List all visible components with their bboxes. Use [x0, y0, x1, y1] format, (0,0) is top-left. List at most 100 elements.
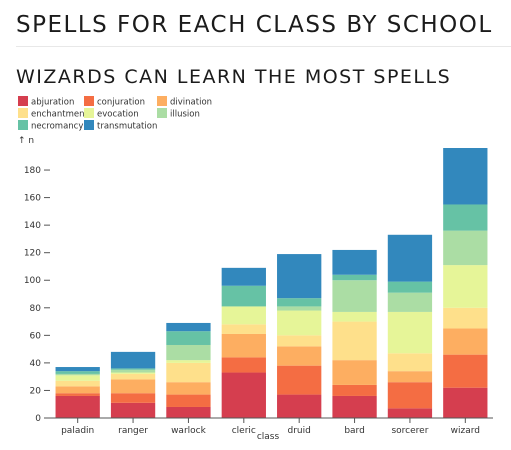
heading-divider: [16, 46, 511, 47]
legend-label-divination: divination: [170, 98, 212, 108]
bar-segment-paladin-conjuration: [55, 393, 100, 396]
legend-label-conjuration: conjuration: [97, 98, 145, 108]
y-tick-label: 140: [24, 221, 41, 231]
bar-segment-wizard-evocation: [443, 265, 488, 308]
bar-segment-sorcerer-divination: [387, 371, 433, 383]
bar-segment-bard-necromancy: [332, 274, 377, 281]
x-tick-label: paladin: [61, 426, 94, 436]
bar-segment-druid-abjuration: [277, 394, 322, 418]
bar-segment-druid-evocation: [277, 310, 322, 336]
x-tick-label: wizard: [451, 426, 480, 436]
y-axis-label: ↑ n: [18, 136, 34, 146]
bar-segment-sorcerer-conjuration: [387, 382, 433, 409]
bar-segment-warlock-conjuration: [166, 394, 211, 407]
bar-segment-wizard-abjuration: [443, 387, 488, 418]
x-tick-label: cleric: [232, 426, 256, 436]
legend-label-abjuration: abjuration: [31, 98, 74, 108]
bar-segment-ranger-conjuration: [110, 393, 156, 403]
bar-segment-sorcerer-transmutation: [387, 234, 433, 282]
bar-segment-warlock-necromancy: [166, 331, 211, 345]
bar-segment-sorcerer-enchantment: [387, 353, 433, 372]
y-tick-label: 0: [35, 414, 41, 424]
legend-swatch-divination: [157, 96, 167, 106]
x-tick-label: druid: [288, 426, 311, 436]
legend-swatch-abjuration: [18, 96, 28, 106]
legend-label-evocation: evocation: [97, 110, 139, 120]
bar-segment-cleric-evocation: [221, 306, 266, 325]
bar-segment-druid-illusion: [277, 306, 322, 311]
bar-segment-wizard-transmutation: [443, 148, 488, 205]
bar-segment-warlock-illusion: [166, 344, 211, 361]
x-tick-label: warlock: [171, 426, 207, 436]
bar-segment-bard-divination: [332, 360, 377, 385]
bar-segment-wizard-necromancy: [443, 204, 488, 231]
legend-swatch-transmutation: [84, 120, 94, 130]
y-tick-label: 80: [30, 304, 42, 314]
bar-segment-ranger-necromancy: [110, 368, 156, 370]
bar-segment-warlock-enchantment: [166, 362, 211, 383]
bar-segment-sorcerer-evocation: [387, 311, 433, 354]
bar-segment-bard-enchantment: [332, 321, 377, 361]
legend-swatch-enchantment: [18, 108, 28, 118]
bar-segment-druid-transmutation: [277, 254, 322, 299]
bar-segment-paladin-divination: [55, 386, 100, 394]
bar-segment-bard-transmutation: [332, 249, 377, 275]
y-tick-label: 20: [30, 386, 42, 396]
legend-swatch-illusion: [157, 108, 167, 118]
y-tick-label: 160: [24, 194, 41, 204]
legend-swatch-necromancy: [18, 120, 28, 130]
x-tick-label: bard: [344, 426, 364, 436]
page-heading: SPELLS FOR EACH CLASS BY SCHOOL: [16, 12, 493, 38]
bar-segment-bard-illusion: [332, 280, 377, 312]
x-axis-label: class: [257, 432, 280, 442]
legend-swatch-conjuration: [84, 96, 94, 106]
bar-segment-ranger-illusion: [110, 369, 156, 373]
bar-segment-cleric-transmutation: [221, 267, 266, 286]
bar-segment-druid-conjuration: [277, 365, 322, 395]
chart-title: WIZARDS CAN LEARN THE MOST SPELLS: [16, 66, 452, 88]
bar-segment-cleric-divination: [221, 333, 266, 358]
bar-segment-druid-enchantment: [277, 335, 322, 347]
bar-segment-bard-evocation: [332, 311, 377, 322]
bar-segment-warlock-abjuration: [166, 406, 211, 418]
bar-segment-paladin-evocation: [55, 375, 100, 381]
y-tick-label: 180: [24, 166, 41, 176]
bar-segment-ranger-transmutation: [110, 351, 156, 369]
bar-segment-wizard-illusion: [443, 230, 488, 266]
bar-segment-sorcerer-illusion: [387, 292, 433, 312]
bar-segment-warlock-evocation: [166, 360, 211, 363]
y-axis: 0 20 40 60 80 100 120 140 160 180: [24, 166, 50, 424]
bar-segment-warlock-transmutation: [166, 322, 211, 332]
bar-segment-paladin-illusion: [55, 373, 100, 376]
bar-segment-bard-abjuration: [332, 395, 377, 418]
x-tick-label: sorcerer: [391, 426, 428, 436]
bar-segment-cleric-enchantment: [221, 324, 266, 334]
bar-segment-cleric-necromancy: [221, 285, 266, 307]
bar-segment-cleric-conjuration: [221, 357, 266, 373]
bar-segment-sorcerer-abjuration: [387, 408, 433, 418]
legend-label-transmutation: transmutation: [97, 122, 157, 132]
x-axis: paladin ranger warlock cleric druid bard sorce…: [50, 417, 493, 436]
bar-segment-druid-divination: [277, 346, 322, 366]
legend-swatch-evocation: [84, 108, 94, 118]
legend-label-enchantment: enchantment: [31, 110, 89, 120]
bar-segment-wizard-conjuration: [443, 354, 488, 388]
bar-segment-ranger-evocation: [110, 372, 156, 374]
bar-segment-warlock-divination: [166, 382, 211, 395]
y-tick-label: 40: [30, 359, 42, 369]
x-tick-label: ranger: [118, 426, 148, 436]
bar-segment-paladin-necromancy: [55, 371, 100, 374]
bar-segment-ranger-divination: [110, 379, 156, 394]
legend-label-illusion: illusion: [170, 110, 200, 120]
bar-segment-wizard-divination: [443, 328, 488, 355]
legend: abjuration conjuration divination enchantme…: [18, 96, 212, 132]
bar-segment-sorcerer-necromancy: [387, 281, 433, 293]
bars: [55, 148, 488, 418]
bar-segment-ranger-abjuration: [110, 402, 156, 418]
bar-segment-paladin-abjuration: [55, 395, 100, 418]
bar-segment-cleric-abjuration: [221, 372, 266, 418]
bar-segment-paladin-transmutation: [55, 367, 100, 372]
y-tick-label: 120: [24, 249, 41, 259]
y-tick-label: 100: [24, 276, 41, 286]
